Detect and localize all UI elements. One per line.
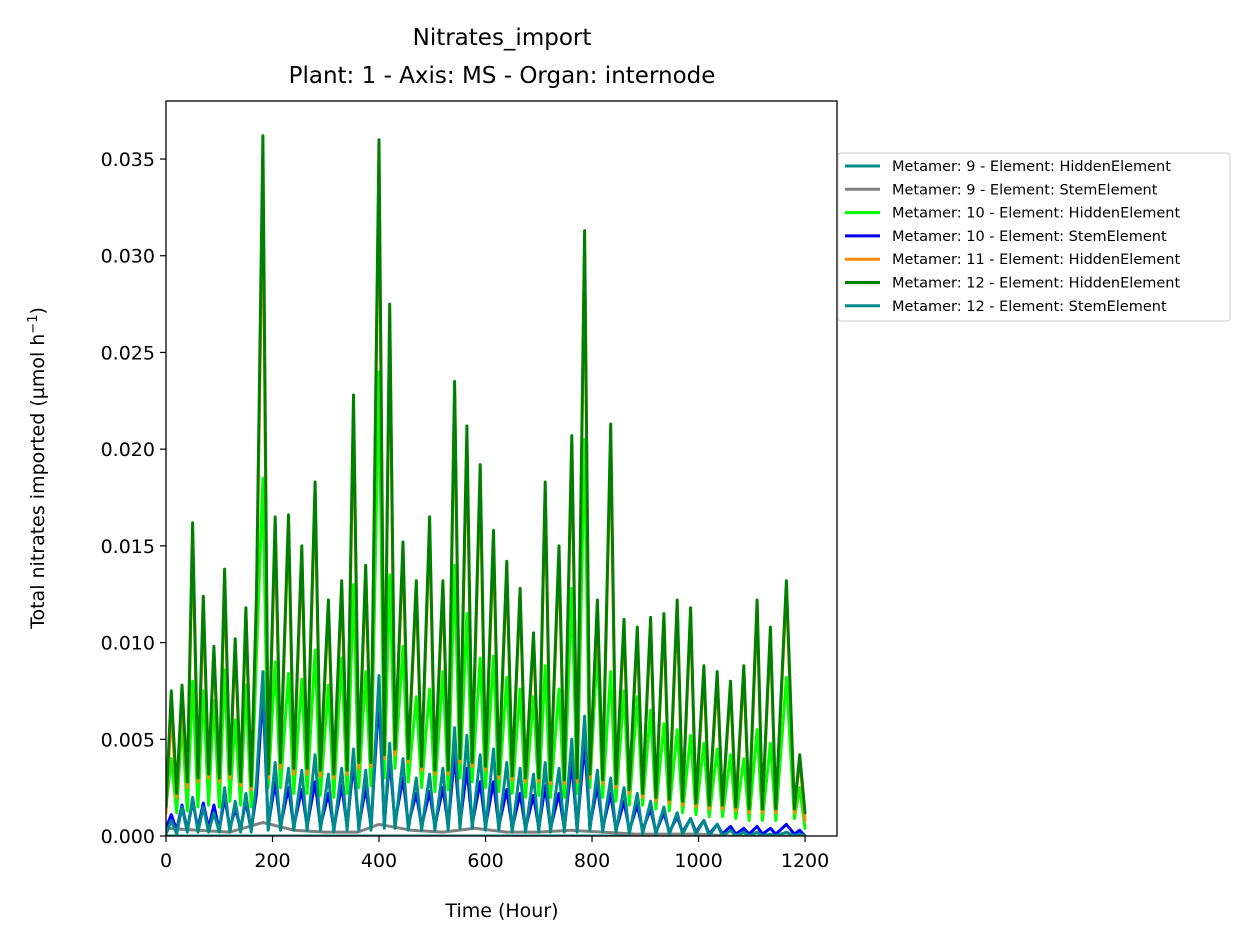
legend-label-1: Metamer: 9 - Element: StemElement [892,182,1158,198]
y-tick-label: 0.030 [101,246,155,268]
legend-label-4: Metamer: 11 - Element: HiddenElement [892,252,1180,268]
series-layer [166,134,807,836]
legend-frame [837,152,1231,322]
legend-label-0: Metamer: 9 - Element: HiddenElement [892,159,1171,175]
x-tick-label: 800 [574,850,610,872]
x-tick-label: 600 [467,850,503,872]
y-tick-label: 0.005 [101,729,155,751]
x-axis-ticks: 0 200 400 600 800 1000 1200 [160,836,829,872]
y-tick-label: 0.015 [101,536,155,558]
y-axis-label-end: ) [27,307,49,314]
y-axis-label-sup: −1 [26,315,41,334]
y-tick-label: 0.010 [101,633,155,655]
y-axis-ticks: 0.000 0.005 0.010 0.015 0.020 0.025 0.030 0.035 [101,149,166,848]
y-axis-label: Total nitrates imported (µmol h−1) [26,307,50,630]
series-line-1 [166,821,807,836]
y-tick-label: 0.020 [101,439,155,461]
x-tick-label: 400 [361,850,397,872]
legend-label-3: Metamer: 10 - Element: StemElement [892,229,1167,245]
y-tick-label: 0.025 [101,342,155,364]
x-tick-label: 1000 [674,850,722,872]
plot-frame [165,100,838,837]
chart-title: Nitrates_import [413,25,592,51]
y-tick-label: 0.000 [101,826,155,848]
y-axis-label-main: Total nitrates imported (µmol h [27,334,49,630]
legend-label-2: Metamer: 10 - Element: HiddenElement [892,206,1180,222]
legend-label-6: Metamer: 12 - Element: StemElement [892,299,1167,315]
series-line-5 [166,134,807,815]
x-tick-label: 200 [254,850,290,872]
x-axis-label: Time (Hour) [444,900,558,922]
legend: Metamer: 9 - Element: HiddenElement Metam… [837,152,1231,322]
y-tick-label: 0.035 [101,149,155,171]
x-tick-label: 1200 [781,850,829,872]
series-line-6 [166,670,807,836]
x-tick-label: 0 [160,850,172,872]
legend-label-5: Metamer: 12 - Element: HiddenElement [892,276,1180,292]
chart-subtitle: Plant: 1 - Axis: MS - Organ: internode [289,63,716,89]
